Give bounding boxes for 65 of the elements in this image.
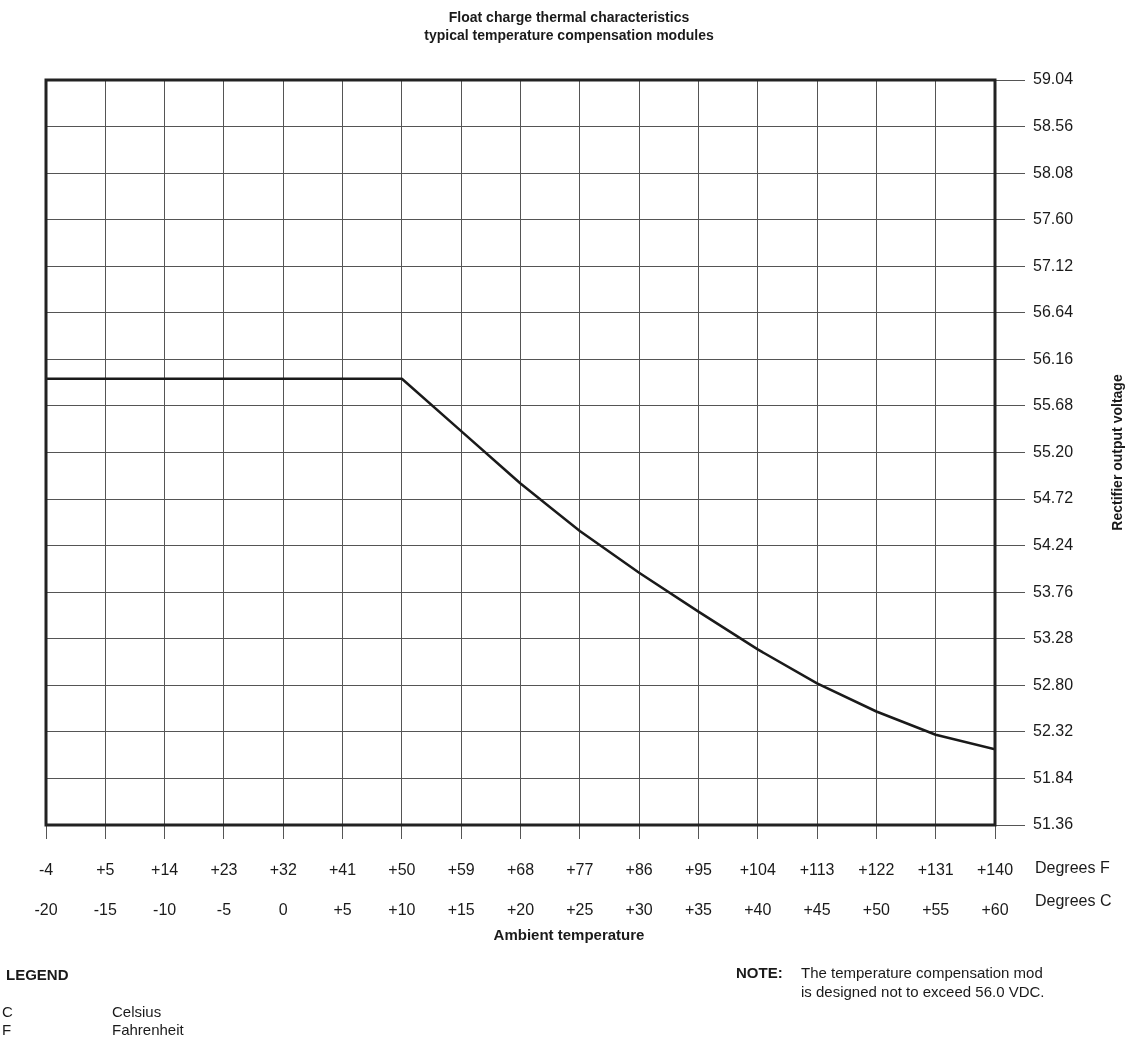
y-tick-label: 54.72	[1033, 489, 1074, 507]
text: Ambient temperature	[492, 926, 646, 943]
y-tick-label: 58.56	[1033, 116, 1074, 134]
x-tick-label: +5	[96, 861, 115, 879]
x-tick-label: +122	[858, 861, 895, 879]
text: Fahrenheit	[112, 1021, 184, 1038]
y-tick-label: 56.64	[1033, 303, 1074, 321]
x-tick-label: +50	[388, 861, 416, 879]
y-tick-label: 55.68	[1033, 396, 1074, 414]
text: LEGEND	[6, 966, 69, 983]
x2-tick-label: +15	[447, 901, 475, 919]
y-axis-title: Rectifier output voltage	[1108, 374, 1125, 531]
text: Celsius	[112, 1003, 162, 1020]
chart-subtitle: typical temperature compensation modules	[423, 26, 715, 44]
x-axis-title: Degrees F	[1035, 859, 1110, 877]
y-tick-label: 55.20	[1033, 442, 1074, 460]
x2-tick-label: +40	[744, 901, 772, 919]
x-tick-label: +77	[566, 861, 594, 879]
x2-tick-label: +5	[333, 901, 352, 919]
y-tick-label: 57.60	[1033, 210, 1074, 228]
y-tick-label: 51.36	[1033, 815, 1074, 833]
y-tick-label: 53.76	[1033, 582, 1074, 600]
text: The temperature compensation mod	[801, 964, 1043, 981]
x2-tick-label: +55	[922, 901, 950, 919]
x-tick-label: +140	[976, 861, 1014, 879]
x-tick-label: +113	[799, 861, 835, 879]
y-tick-label: 52.32	[1033, 722, 1074, 740]
x2-tick-label: 0	[278, 901, 288, 919]
y-tick-label: 57.12	[1033, 256, 1074, 274]
x2-tick-label: -10	[153, 901, 177, 919]
x2-tick-label: +50	[862, 901, 891, 919]
y-tick-label: 53.28	[1033, 629, 1074, 647]
x2-axis-title: Degrees C	[1035, 892, 1112, 910]
x2-tick-label: -20	[34, 901, 58, 919]
text: F	[2, 1021, 12, 1038]
x2-tick-label: +60	[981, 901, 1009, 919]
y-tick-label: 51.84	[1033, 768, 1074, 786]
x-tick-label: -4	[38, 861, 54, 879]
text: is designed not to exceed 56.0 VDC.	[801, 983, 1045, 1000]
x-tick-label: +131	[917, 861, 954, 879]
x-tick-label: +68	[506, 861, 535, 879]
x-tick-label: +95	[684, 861, 713, 879]
x-tick-label: +23	[210, 861, 238, 879]
chart-title: Float charge thermal characteristics	[447, 8, 691, 26]
x2-tick-label: +10	[388, 901, 416, 919]
text: NOTE:	[736, 964, 783, 981]
x2-tick-label: -5	[216, 901, 232, 919]
x2-tick-label: +45	[803, 901, 831, 919]
x-tick-label: +86	[625, 861, 653, 879]
x2-tick-label: -15	[93, 901, 117, 919]
y-tick-label: 56.16	[1033, 349, 1074, 367]
y-tick-label: 52.80	[1033, 675, 1074, 693]
x2-tick-label: +30	[625, 901, 653, 919]
x2-tick-label: +25	[566, 901, 594, 919]
x-tick-label: +41	[328, 861, 357, 879]
y-tick-label: 59.04	[1033, 70, 1074, 88]
x2-tick-label: +35	[684, 901, 713, 919]
x-tick-label: +14	[151, 861, 179, 879]
text: C	[2, 1003, 13, 1020]
y-tick-label: 54.24	[1033, 536, 1074, 554]
x-tick-label: +32	[269, 861, 297, 879]
y-tick-label: 58.08	[1033, 163, 1074, 181]
x2-tick-label: +20	[506, 901, 535, 919]
x-tick-label: +59	[447, 861, 475, 879]
x-tick-label: +104	[739, 861, 776, 879]
